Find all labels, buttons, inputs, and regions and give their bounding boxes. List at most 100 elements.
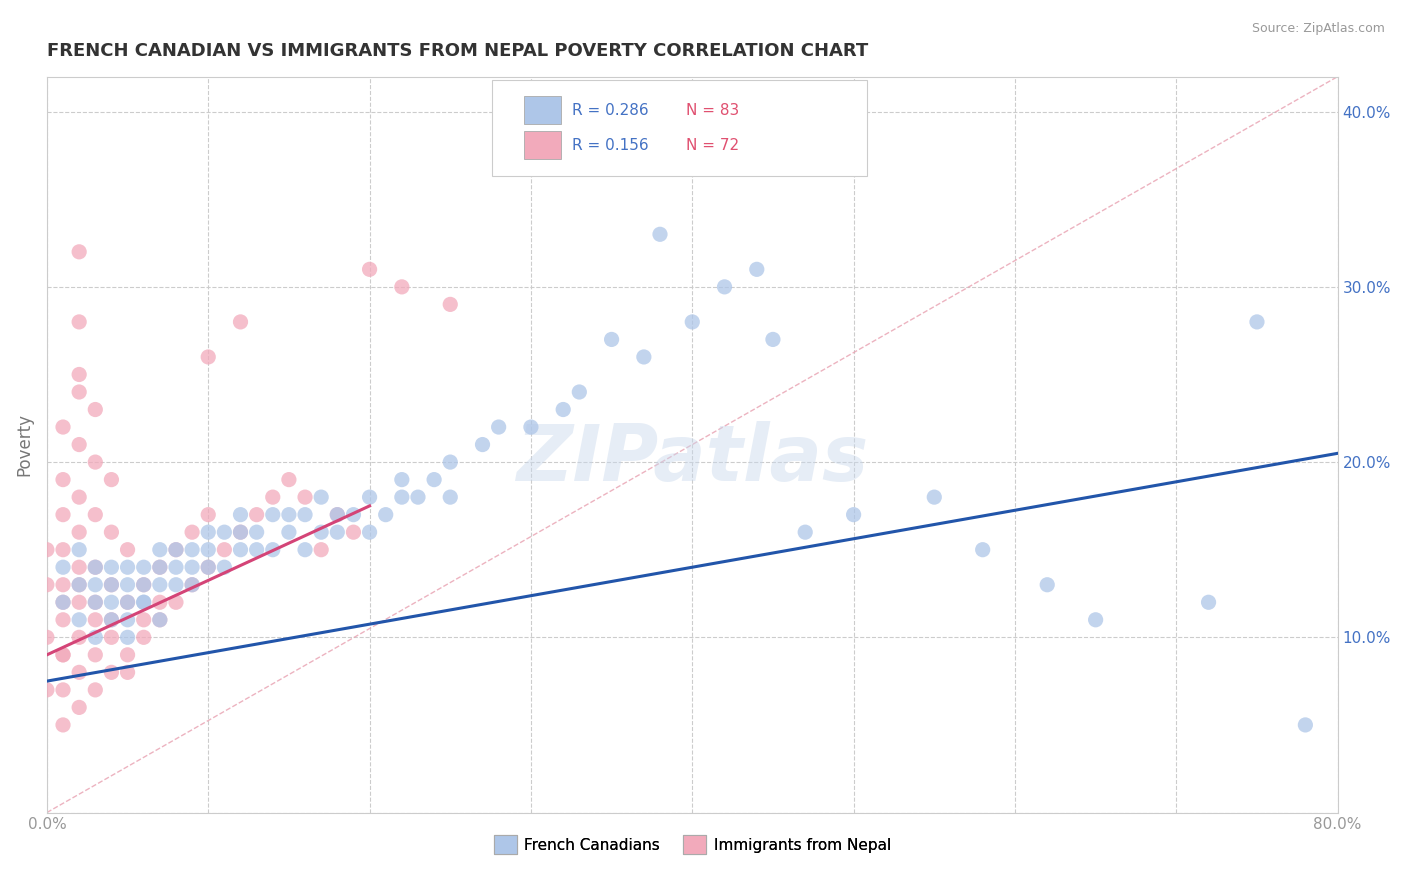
Point — [197, 508, 219, 522]
Text: N = 83: N = 83 — [686, 103, 740, 118]
Point — [100, 560, 122, 574]
Point — [165, 542, 187, 557]
Point — [67, 578, 90, 592]
Point — [35, 682, 58, 697]
Text: FRENCH CANADIAN VS IMMIGRANTS FROM NEPAL POVERTY CORRELATION CHART: FRENCH CANADIAN VS IMMIGRANTS FROM NEPAL… — [46, 42, 868, 60]
Point — [842, 508, 865, 522]
Legend: French Canadians, Immigrants from Nepal: French Canadians, Immigrants from Nepal — [488, 830, 897, 860]
Point — [214, 560, 236, 574]
Point — [488, 420, 510, 434]
Point — [100, 613, 122, 627]
Point — [67, 315, 90, 329]
Point — [165, 560, 187, 574]
Point — [84, 402, 107, 417]
Point — [681, 315, 703, 329]
Point — [67, 560, 90, 574]
Point — [117, 665, 139, 680]
Point — [84, 455, 107, 469]
Point — [181, 578, 204, 592]
Point — [149, 578, 172, 592]
Point — [568, 384, 591, 399]
Point — [67, 700, 90, 714]
Point — [600, 333, 623, 347]
Point — [117, 595, 139, 609]
Point — [439, 490, 461, 504]
Point — [197, 525, 219, 540]
Point — [67, 525, 90, 540]
FancyBboxPatch shape — [524, 131, 561, 159]
Point — [359, 262, 381, 277]
Point — [84, 630, 107, 644]
Point — [214, 525, 236, 540]
Point — [229, 525, 252, 540]
Point — [149, 613, 172, 627]
Point — [972, 542, 994, 557]
Text: Source: ZipAtlas.com: Source: ZipAtlas.com — [1251, 22, 1385, 36]
Point — [67, 542, 90, 557]
Point — [181, 560, 204, 574]
Point — [391, 490, 413, 504]
Point — [713, 280, 735, 294]
Point — [84, 613, 107, 627]
Point — [84, 508, 107, 522]
Point — [520, 420, 543, 434]
Point — [52, 648, 75, 662]
Point — [229, 508, 252, 522]
Point — [553, 402, 575, 417]
Point — [35, 578, 58, 592]
Point — [52, 595, 75, 609]
Point — [100, 473, 122, 487]
Point — [197, 560, 219, 574]
Point — [35, 542, 58, 557]
Text: R = 0.286: R = 0.286 — [572, 103, 648, 118]
Point — [52, 508, 75, 522]
Point — [52, 682, 75, 697]
Point — [471, 437, 494, 451]
Point — [100, 578, 122, 592]
Point — [132, 578, 155, 592]
Point — [648, 227, 671, 242]
Point — [117, 560, 139, 574]
Point — [132, 560, 155, 574]
Point — [84, 595, 107, 609]
Point — [197, 542, 219, 557]
Point — [52, 578, 75, 592]
Text: N = 72: N = 72 — [686, 137, 740, 153]
Point — [262, 490, 284, 504]
Point — [165, 542, 187, 557]
Point — [84, 595, 107, 609]
Point — [149, 542, 172, 557]
Point — [1036, 578, 1059, 592]
Point — [132, 613, 155, 627]
Point — [165, 578, 187, 592]
Point — [294, 490, 316, 504]
Point — [100, 665, 122, 680]
Point — [342, 525, 364, 540]
Point — [214, 542, 236, 557]
Point — [100, 630, 122, 644]
Point — [132, 595, 155, 609]
Point — [84, 578, 107, 592]
Point — [439, 455, 461, 469]
Point — [262, 542, 284, 557]
Point — [100, 525, 122, 540]
Point — [1198, 595, 1220, 609]
Point — [67, 578, 90, 592]
Point — [342, 508, 364, 522]
Point — [423, 473, 446, 487]
Point — [197, 560, 219, 574]
Point — [181, 525, 204, 540]
Point — [52, 613, 75, 627]
Point — [84, 560, 107, 574]
Point — [84, 682, 107, 697]
Point — [132, 595, 155, 609]
Point — [132, 630, 155, 644]
Point — [132, 578, 155, 592]
Point — [262, 508, 284, 522]
Point — [294, 542, 316, 557]
Point — [117, 595, 139, 609]
Point — [84, 648, 107, 662]
Point — [633, 350, 655, 364]
Text: R = 0.156: R = 0.156 — [572, 137, 648, 153]
Point — [100, 613, 122, 627]
